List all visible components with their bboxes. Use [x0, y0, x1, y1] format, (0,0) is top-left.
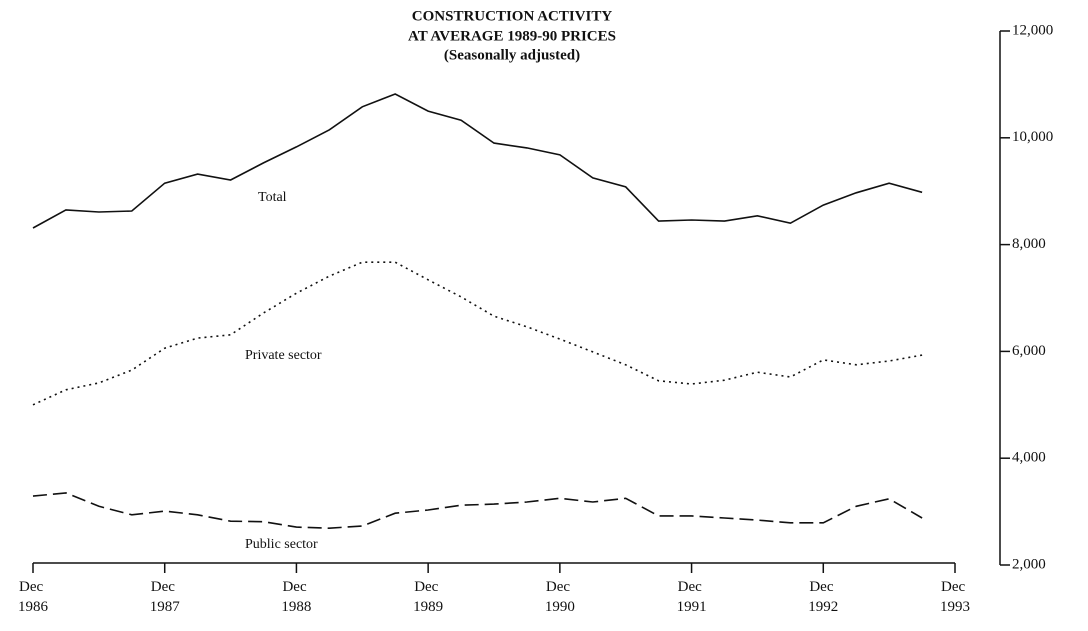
- chart-title: AT AVERAGE 1989-90 PRICES: [408, 28, 616, 44]
- y-tick-label: 6,000: [1012, 343, 1046, 359]
- x-tick-label: Dec 1987: [150, 579, 181, 615]
- y-tick-label: 4,000: [1012, 450, 1046, 466]
- y-tick-label: 10,000: [1012, 129, 1053, 145]
- series-label: Private sector: [245, 348, 322, 363]
- x-tick-label: Dec 1989: [413, 579, 443, 615]
- series-line: [32, 93, 923, 229]
- series-line: [32, 492, 923, 530]
- x-tick-label: Dec 1991: [677, 579, 707, 615]
- series-label: Total: [258, 190, 287, 205]
- chart-subtitle: (Seasonally adjusted): [444, 47, 580, 63]
- series-label: Public sector: [245, 537, 318, 552]
- chart-title: CONSTRUCTION ACTIVITY: [412, 8, 613, 24]
- x-tick-label: Dec 1988: [281, 579, 311, 615]
- y-tick-label: 2,000: [1012, 556, 1046, 572]
- y-tick-label: 8,000: [1012, 236, 1046, 252]
- x-tick-label: Dec 1992: [808, 579, 838, 615]
- x-tick-label: Dec 1990: [545, 579, 575, 615]
- x-tick-label: Dec 1993: [940, 579, 970, 615]
- y-tick-label: 12,000: [1012, 22, 1053, 38]
- x-tick-label: Dec 1986: [18, 579, 49, 615]
- series-line: [32, 261, 923, 406]
